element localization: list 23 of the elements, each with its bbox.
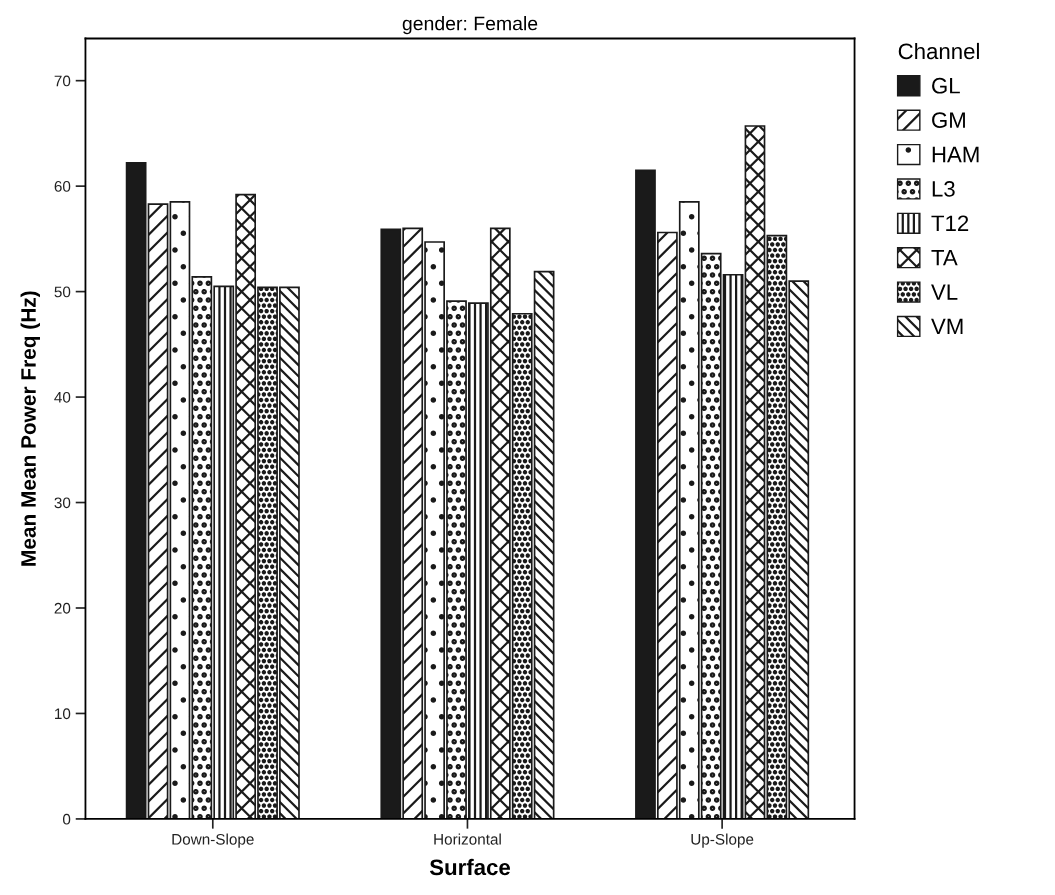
chart-title: gender: Female (402, 16, 538, 35)
legend-label: L3 (932, 181, 955, 197)
legend-label: VM (931, 318, 963, 335)
x-tick-label: Down-Slope (172, 833, 254, 848)
x-axis-title: Surface (429, 858, 511, 876)
x-tick-label: Horizontal (434, 833, 501, 845)
legend-label: VL (931, 284, 958, 300)
legend-label: TA (931, 250, 958, 266)
y-tick-label: 40 (54, 391, 71, 403)
legend-title: Channel (898, 42, 979, 60)
y-tick-label: 60 (54, 181, 71, 192)
legend-label: HAM (932, 146, 979, 163)
y-tick-label: 10 (55, 708, 71, 720)
legend-label: GM (932, 112, 965, 128)
y-tick-label: 0 (62, 813, 71, 825)
y-tick-label: 70 (54, 75, 71, 87)
legend-label: T12 (931, 215, 969, 231)
y-tick-label: 30 (54, 497, 71, 509)
legend-label: GL (932, 77, 960, 94)
y-tick-label: 20 (54, 602, 71, 614)
x-tick-label: Up-Slope (691, 833, 754, 848)
y-tick-label: 50 (54, 286, 71, 298)
y-axis-title: Mean Mean Power Freq (Hz) (20, 291, 40, 566)
